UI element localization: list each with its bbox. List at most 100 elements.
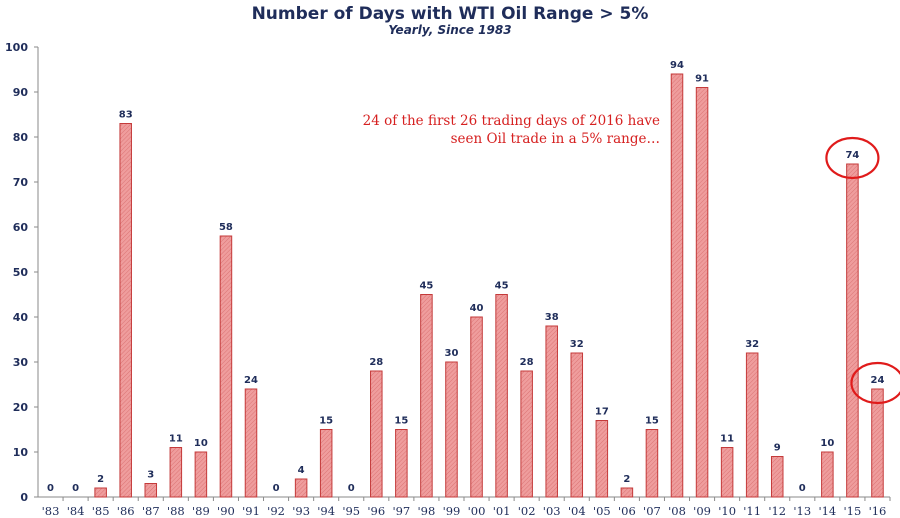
data-label: 0 <box>348 483 355 494</box>
data-label: 0 <box>47 483 54 494</box>
bar <box>219 235 233 498</box>
annotation-line-2: seen Oil trade in a 5% range… <box>450 131 660 147</box>
bar <box>871 388 884 498</box>
x-tick-label: '00 <box>468 504 486 518</box>
bar <box>595 420 609 498</box>
data-label: 30 <box>445 348 459 359</box>
x-tick-label: '10 <box>718 504 736 518</box>
bar <box>94 487 107 498</box>
data-label: 9 <box>774 443 781 454</box>
x-tick-label: '91 <box>242 504 260 518</box>
x-tick-label: '11 <box>743 504 761 518</box>
annotation-line-1: 24 of the first 26 trading days of 2016 … <box>362 113 660 129</box>
x-tick-label: '01 <box>493 504 511 518</box>
x-tick-label: '89 <box>192 504 210 518</box>
data-label: 4 <box>298 465 305 476</box>
x-tick-label: '05 <box>593 504 611 518</box>
y-tick-label: 40 <box>13 311 29 324</box>
bar <box>821 451 834 498</box>
data-label: 3 <box>147 470 154 481</box>
y-tick-label: 60 <box>13 221 29 234</box>
x-tick-label: '03 <box>543 504 561 518</box>
x-tick-label: '92 <box>267 504 285 518</box>
data-label: 15 <box>394 416 408 427</box>
data-label: 15 <box>645 416 659 427</box>
data-label: 0 <box>273 483 280 494</box>
data-label: 74 <box>845 150 859 161</box>
data-label: 94 <box>670 60 684 71</box>
data-label: 2 <box>97 474 104 485</box>
data-label: 45 <box>419 281 433 292</box>
y-tick-label: 10 <box>13 446 29 459</box>
data-label: 38 <box>545 312 559 323</box>
bar <box>119 123 132 498</box>
bar <box>670 73 684 498</box>
data-label: 24 <box>244 375 258 386</box>
bar <box>319 429 333 498</box>
data-label: 10 <box>194 438 208 449</box>
data-label: 58 <box>219 222 233 233</box>
bar <box>745 352 759 498</box>
x-tick-label: '88 <box>167 504 185 518</box>
x-axis-labels: '83 '84 '85 '86 '87 '88 '89 '90 '91 '92 '93 '94 '95 '… <box>42 504 887 518</box>
data-label: 2 <box>623 474 630 485</box>
bar <box>770 456 784 498</box>
data-label: 91 <box>695 74 709 85</box>
x-tick-label: '04 <box>568 504 586 518</box>
x-tick-label: '90 <box>217 504 235 518</box>
x-tick-label: '95 <box>342 504 360 518</box>
x-tick-label: '86 <box>117 504 135 518</box>
bar <box>620 487 634 498</box>
bar <box>169 447 183 498</box>
x-tick-label: '14 <box>818 504 836 518</box>
data-label: 17 <box>595 407 609 418</box>
y-axis-labels: 0 10 20 30 40 50 60 70 80 90 100 <box>5 41 28 504</box>
y-tick-label: 100 <box>5 41 28 54</box>
bar <box>244 388 258 498</box>
x-tick-label: '93 <box>292 504 310 518</box>
y-tick-label: 90 <box>13 86 29 99</box>
bar <box>370 370 383 498</box>
y-tick-label: 50 <box>13 266 29 279</box>
bar <box>445 361 458 498</box>
bar <box>645 429 659 498</box>
data-label: 10 <box>820 438 834 449</box>
bar <box>846 163 859 498</box>
bars <box>94 73 884 498</box>
x-tick-label: '96 <box>367 504 385 518</box>
bar <box>395 429 408 498</box>
y-tick-label: 30 <box>13 356 29 369</box>
highlight-circle <box>825 136 880 180</box>
chart-subtitle: Yearly, Since 1983 <box>388 23 512 37</box>
annotation: 24 of the first 26 trading days of 2016 … <box>360 112 660 148</box>
x-tick-label: '16 <box>869 504 887 518</box>
x-tick-label: '15 <box>844 504 862 518</box>
y-tick-label: 70 <box>13 176 29 189</box>
data-label: 83 <box>119 110 133 121</box>
data-label: 0 <box>72 483 79 494</box>
x-tick-label: '94 <box>317 504 335 518</box>
data-label: 40 <box>470 303 484 314</box>
highlights <box>825 136 900 405</box>
data-label: 0 <box>799 483 806 494</box>
data-label: 28 <box>520 357 534 368</box>
data-label: 15 <box>319 416 333 427</box>
x-tick-label: '83 <box>42 504 60 518</box>
x-tick-label: '98 <box>418 504 436 518</box>
x-tick-label: '97 <box>392 504 410 518</box>
bar <box>194 451 208 498</box>
bar <box>294 478 308 498</box>
data-label: 45 <box>495 281 509 292</box>
bar <box>144 483 158 498</box>
x-tick-label: '02 <box>518 504 536 518</box>
data-label: 24 <box>871 375 885 386</box>
x-tick-label: '08 <box>668 504 686 518</box>
x-tick-label: '06 <box>618 504 636 518</box>
bar <box>470 316 483 498</box>
x-tick-label: '13 <box>793 504 811 518</box>
bar <box>420 294 433 498</box>
bar <box>520 370 533 498</box>
y-tick-label: 80 <box>13 131 29 144</box>
x-tick-label: '07 <box>643 504 661 518</box>
